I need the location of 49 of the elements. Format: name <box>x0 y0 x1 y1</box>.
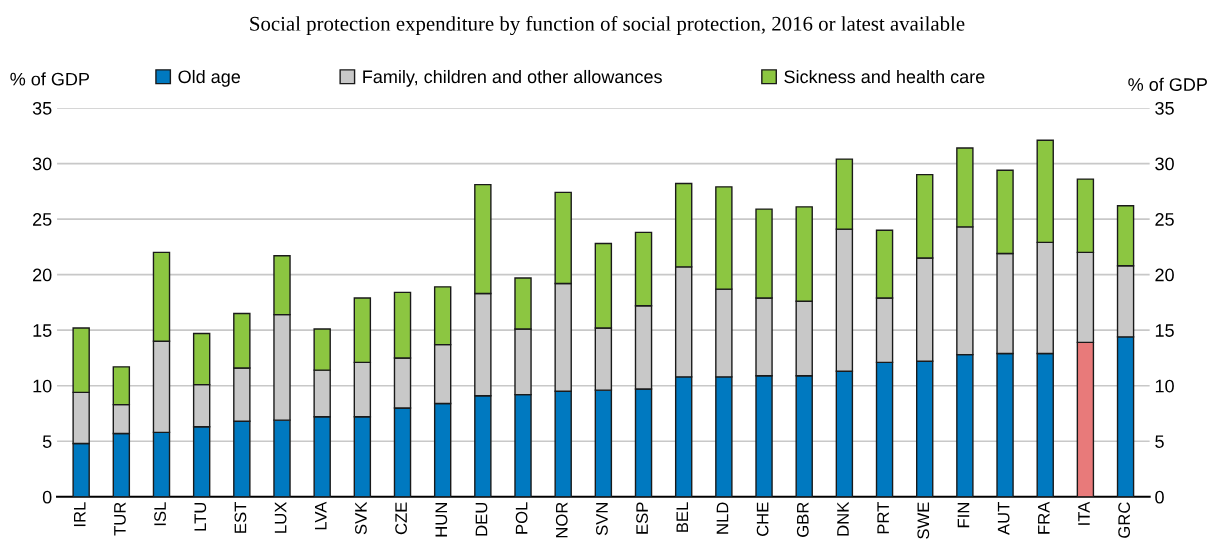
y2-tick-label: 35 <box>1155 101 1174 115</box>
y2-tick-label: 10 <box>1155 379 1174 393</box>
x-tick-label: SVK <box>355 501 367 535</box>
y-tick-label: 15 <box>33 324 52 337</box>
x-tick-label: LTU <box>194 502 207 531</box>
x-tick-label: FRA <box>1038 501 1050 534</box>
x-tick-label: LVA <box>315 501 327 530</box>
y2-tick-label: 25 <box>1155 213 1174 226</box>
x-tick-label: DEU <box>475 502 488 536</box>
x-tick-label: AUT <box>997 502 1010 535</box>
y-tick-label: 25 <box>33 213 52 226</box>
x-tick-label: NOR <box>555 502 568 538</box>
y2-tick-label: 0 <box>1155 490 1164 504</box>
x-tick-label: FIN <box>957 503 970 528</box>
y-tick-label: 20 <box>33 268 52 282</box>
y-tick-label: 5 <box>42 435 52 448</box>
chart-title: Social protection expenditure by function of social protection, 2016 or latest available <box>250 15 965 36</box>
x-tick-label: IRL <box>74 502 86 527</box>
x-tick-label: ITA <box>1078 501 1090 525</box>
legend-label: Sickness and health care <box>784 69 985 84</box>
x-tick-label: ESP <box>636 502 648 534</box>
x-tick-label: GBR <box>796 502 809 537</box>
y2-axis-title: % of GDP <box>1128 77 1207 91</box>
x-tick-label: TUR <box>114 502 126 536</box>
y-tick-label: 10 <box>33 379 52 393</box>
x-tick-label: HUN <box>435 503 448 537</box>
x-tick-label: ISL <box>154 502 166 526</box>
x-tick-label: SVN <box>596 503 608 536</box>
x-tick-label: LUX <box>274 502 287 533</box>
y-tick-label: 0 <box>42 490 52 504</box>
x-tick-label: GRC <box>1118 502 1131 538</box>
legend-label: Old age <box>178 69 241 87</box>
legend-label: Family, children and other allowances <box>363 69 662 87</box>
x-tick-label: SWE <box>917 502 930 539</box>
x-tick-label: EST <box>234 502 247 533</box>
y-tick-label: 30 <box>32 157 52 171</box>
x-tick-label: DNK <box>837 501 849 536</box>
y-tick-label: 35 <box>32 101 52 115</box>
x-tick-label: CZE <box>395 502 407 535</box>
x-tick-label: POL <box>515 502 528 534</box>
y-axis-title: % of GDP <box>10 72 90 86</box>
x-tick-label: NLD <box>716 502 729 534</box>
y2-tick-label: 20 <box>1155 268 1174 282</box>
y2-tick-label: 15 <box>1155 324 1174 337</box>
x-tick-label: CHE <box>756 502 769 536</box>
x-tick-label: PRT <box>877 502 889 534</box>
y2-tick-label: 30 <box>1155 157 1174 171</box>
y2-tick-label: 5 <box>1155 435 1164 448</box>
x-tick-label: BEL <box>676 502 689 532</box>
